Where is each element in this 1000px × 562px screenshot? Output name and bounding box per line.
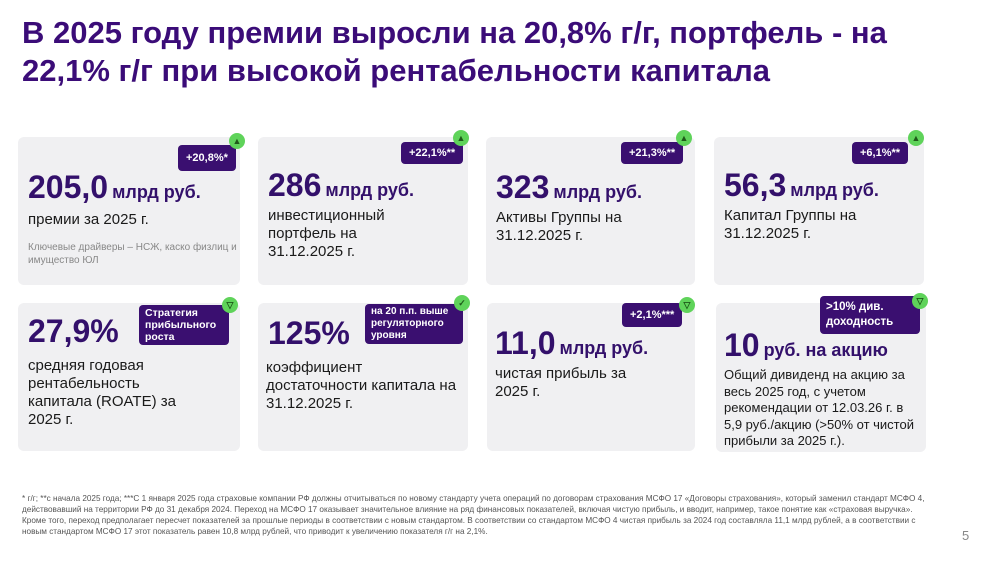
- metric-description: премии за 2025 г.: [28, 211, 149, 228]
- page-title: В 2025 году премии выросли на 20,8% г/г,…: [22, 15, 887, 88]
- growth-badge: +21,3%**: [621, 142, 684, 164]
- metric-value: 125%: [268, 315, 350, 351]
- metric-note: Ключевые драйверы – НСЖ, каско физлиц и …: [28, 242, 237, 266]
- growth-badge: +22,1%**: [401, 142, 464, 164]
- card-net-profit: +2,1%*** ▽ 11,0 млрд руб. чистая прибыль …: [487, 297, 695, 451]
- regulatory-badge: на 20 п.п. выше регуляторного уровня: [365, 304, 463, 344]
- metric-description: Активы Группы на 31.12.2025 г.: [496, 209, 622, 244]
- triangle-down-icon: ▽: [912, 293, 928, 309]
- metric-description: инвестиционный портфель на 31.12.2025 г.: [268, 207, 385, 260]
- metric-value: 323 млрд руб.: [496, 169, 643, 205]
- metric-value: 11,0 млрд руб.: [495, 325, 649, 361]
- check-icon: ✓: [454, 295, 470, 311]
- metric-value: 205,0 млрд руб.: [28, 169, 201, 205]
- metric-description: коэффициент достаточности капитала на 31…: [266, 359, 457, 412]
- card-capital-adequacy: на 20 п.п. выше регуляторного уровня ✓ 1…: [258, 295, 470, 451]
- growth-badge: +6,1%**: [852, 142, 909, 164]
- footnote: * г/г; **с начала 2025 года; ***С 1 янва…: [22, 494, 925, 536]
- card-premiums: +20,8%* ▲ 205,0 млрд руб. премии за 2025 …: [18, 133, 245, 285]
- card-portfolio: +22,1%** ▲ 286 млрд руб. инвестиционный п…: [258, 130, 469, 285]
- arrow-up-icon: ▲: [908, 130, 924, 146]
- metric-value: 286 млрд руб.: [268, 167, 415, 203]
- arrow-up-icon: ▲: [453, 130, 469, 146]
- metric-description: Общий дивиденд на акцию за весь 2025 год…: [724, 367, 914, 448]
- card-capital: +6,1%** ▲ 56,3 млрд руб. Капитал Группы н…: [714, 130, 924, 285]
- arrow-up-icon: ▲: [229, 133, 245, 149]
- metric-value: 27,9%: [28, 313, 119, 349]
- page-number: 5: [962, 528, 970, 543]
- card-assets: +21,3%** ▲ 323 млрд руб. Активы Группы на…: [486, 130, 695, 285]
- triangle-down-icon: ▽: [679, 297, 695, 313]
- metric-description: чистая прибыль за 2025 г.: [495, 365, 627, 400]
- dividend-yield-badge: >10% див. доходность: [820, 296, 920, 334]
- growth-badge: +2,1%***: [622, 303, 683, 327]
- metric-description: средняя годовая рентабельность капитала …: [28, 357, 176, 428]
- card-roate: Стратегия прибыльного роста ▽ 27,9% сред…: [18, 297, 240, 451]
- metric-value: 56,3 млрд руб.: [724, 167, 879, 203]
- card-dividend: >10% див. доходность ▽ 10 руб. на акцию О…: [716, 293, 928, 452]
- metric-description: Капитал Группы на 31.12.2025 г.: [724, 207, 857, 242]
- triangle-down-icon: ▽: [222, 297, 238, 313]
- arrow-up-icon: ▲: [676, 130, 692, 146]
- strategy-badge: Стратегия прибыльного роста: [139, 305, 229, 345]
- growth-badge: +20,8%*: [178, 145, 236, 171]
- metric-value: 10 руб. на акцию: [724, 327, 888, 363]
